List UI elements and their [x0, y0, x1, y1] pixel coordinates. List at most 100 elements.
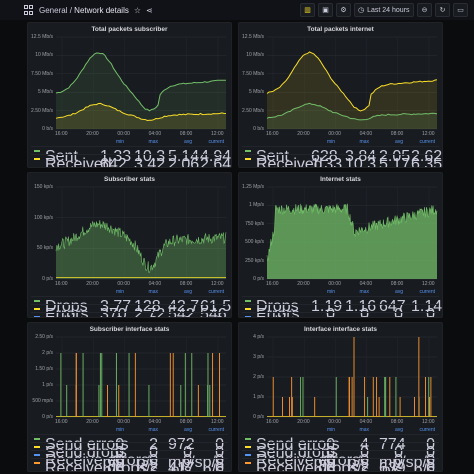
- x-tick-label: 04:00: [359, 131, 373, 137]
- legend-value: 628 kb/s: [311, 148, 340, 167]
- y-tick-label: 0 p/s: [253, 276, 264, 282]
- legend-value: 0 p/s: [136, 444, 158, 472]
- legend-column-header: max: [148, 427, 158, 433]
- legend-row[interactable]: Send errors 0 p/s 4 p/s 774 mp/s 0 p/s: [242, 434, 439, 471]
- y-tick-label: 1.25 Mp/s: [242, 184, 264, 190]
- legend-column-header: current: [208, 427, 224, 433]
- save-icon[interactable]: ▣: [318, 3, 333, 17]
- panel-title: Interface interface stats: [304, 326, 377, 333]
- legend-column-header: min: [326, 289, 335, 295]
- legend-series-name: Send drops: [45, 444, 127, 461]
- legend-value: 0 p/s: [203, 452, 224, 471]
- x-tick-label: 08:00: [390, 419, 404, 425]
- legend-column-header: current: [419, 139, 435, 145]
- legend-column-header: current: [208, 289, 224, 295]
- x-tick-label: 00:00: [328, 281, 341, 287]
- clock-icon: ◷: [358, 7, 365, 14]
- legend-column-header: min: [326, 139, 335, 145]
- breadcrumb-root[interactable]: General: [39, 5, 68, 15]
- y-tick-label: 2.50 Mb/s: [31, 107, 53, 114]
- panel-interface-interface-stats[interactable]: Interface interface stats 4 p/s 3 p/s 2 p/s…: [238, 322, 443, 472]
- time-range-picker[interactable]: ◷ Last 24 hours: [354, 3, 414, 17]
- legend-column-header: avg: [394, 427, 403, 433]
- legend-row[interactable]: Send drops 0 p/s 0 p/s 0 p/s 0 p/s: [242, 442, 439, 471]
- legend-value: 0 p/s: [348, 452, 369, 471]
- refresh-icon[interactable]: ↻: [435, 3, 450, 17]
- panel-total-packets-subscriber[interactable]: Total packets subscriber 12.5 Mb/s 10 Mb/s…: [27, 22, 232, 168]
- legend-value: 0 p/s: [200, 314, 224, 317]
- chart-svg: [55, 186, 227, 280]
- tv-mode-icon[interactable]: ▭: [453, 3, 468, 17]
- legend-value: 2 p/s: [149, 460, 158, 472]
- legend-value: 0 p/s: [100, 314, 124, 317]
- legend-value: 0 p/s: [311, 314, 335, 317]
- legend-value: 0 p/s: [360, 306, 369, 318]
- x-tick-label: 16:00: [55, 131, 68, 137]
- panel-subscriber-interface-stats[interactable]: Subscriber interface stats 2.50 p/s 2 p/s 1…: [27, 322, 232, 472]
- series-area: [56, 103, 226, 129]
- legend-row[interactable]: Drops 3.77 kp/s128 kp/s 42.7 kp/s61.5 kp/s: [31, 296, 231, 317]
- panel-title: Total packets internet: [307, 26, 374, 33]
- dashboards-grid-icon[interactable]: [24, 5, 34, 15]
- star-icon[interactable]: ☆: [133, 5, 142, 15]
- legend-value: 10.3 Mb/s: [134, 148, 169, 167]
- chart-plot-area: [267, 336, 437, 418]
- legend-column-header: min: [115, 427, 124, 433]
- y-tick-label: 100 kp/s: [34, 214, 53, 221]
- legend-column-header: current: [208, 139, 224, 145]
- legend-swatch: [245, 308, 251, 310]
- series-area: [56, 220, 226, 279]
- legend-column-header: min: [115, 289, 124, 295]
- legend-value: 1.16 Mp/s: [345, 298, 380, 317]
- legend-value: 2.72 kp/s: [134, 306, 166, 318]
- panel-total-packets-internet[interactable]: Total packets internet 12.5 Mb/s 10 Mb/s 7.…: [238, 22, 443, 168]
- gear-icon[interactable]: ⚙: [336, 3, 351, 17]
- y-tick-label: 5 Mb/s: [248, 89, 264, 96]
- share-icon[interactable]: ⋖: [146, 5, 153, 15]
- legend-value: 642 kb/s: [100, 156, 127, 168]
- y-tick-label: 2 p/s: [42, 350, 53, 356]
- x-tick-label: 16:00: [266, 131, 279, 137]
- x-tick-label: 20:00: [297, 281, 310, 287]
- series-line: [266, 102, 438, 121]
- legend-row[interactable]: Send errors 0 p/s 2 p/s 972 mp/s 0 p/s: [31, 434, 228, 471]
- legend-value: 2.05 Mb/s: [379, 148, 414, 167]
- add-panel-icon[interactable]: ▥: [300, 3, 315, 17]
- legend-swatch: [245, 300, 251, 302]
- legend-value: 0 p/s: [168, 314, 192, 317]
- legend-row[interactable]: Errors 370 p/s 2.72 kp/s542 p/s 546 p/s: [31, 304, 228, 317]
- legend-row[interactable]: Fails 0 p/s 0 p/s 0 p/s 0 p/s: [31, 312, 228, 317]
- y-tick-label: 2.50 p/s: [35, 334, 53, 340]
- legend-value: 546 p/s: [200, 306, 227, 318]
- legend-value: 0 p/s: [379, 314, 403, 317]
- series-line: [55, 52, 226, 112]
- y-tick-label: 1.50 p/s: [35, 366, 53, 372]
- legend-row[interactable]: Send drops 0 p/s 0 p/s 0 p/s 0 p/s: [31, 442, 228, 471]
- legend-value: 128 kp/s: [134, 298, 163, 317]
- legend-series-name: Errors: [45, 306, 89, 318]
- legend-value: 0 p/s: [411, 314, 435, 317]
- legend-row[interactable]: Drops 1.19 kp/s1.16 Mp/s647 kp/s1.14 Mp/s: [242, 296, 442, 317]
- legend-row[interactable]: Sent 628 kb/s 3.84 Mb/s2.05 Mb/s2.62 Mb/s: [242, 146, 442, 167]
- y-tick-label: 4 p/s: [253, 334, 264, 340]
- zoom-out-icon[interactable]: ⊖: [417, 3, 432, 17]
- y-tick-label: 7.50 Mb/s: [31, 70, 53, 77]
- panel-internet-stats[interactable]: Internet stats 1.25 Mp/s 1 Mp/s 750 kp/s 500…: [238, 172, 443, 318]
- legend-value: 61.5 kp/s: [200, 298, 232, 317]
- x-tick-label: 04:00: [148, 131, 162, 137]
- legend-row[interactable]: Fails 0 p/s 0 p/s 0 p/s 0 p/s: [242, 312, 439, 317]
- legend-swatch: [34, 150, 40, 152]
- legend-value: 0 p/s: [326, 460, 335, 472]
- legend-series-name: Receive drops: [45, 460, 148, 472]
- x-tick-label: 08:00: [390, 281, 404, 287]
- x-tick-label: 12:00: [211, 281, 224, 287]
- panel-subscriber-stats[interactable]: Subscriber stats 150 kp/s 100 kp/s 50 kp/s 0…: [27, 172, 232, 318]
- legend-row[interactable]: Sent 1.33 Mb/s10.3 Mb/s5.14 Mb/s4.94 Mb/s: [31, 146, 231, 167]
